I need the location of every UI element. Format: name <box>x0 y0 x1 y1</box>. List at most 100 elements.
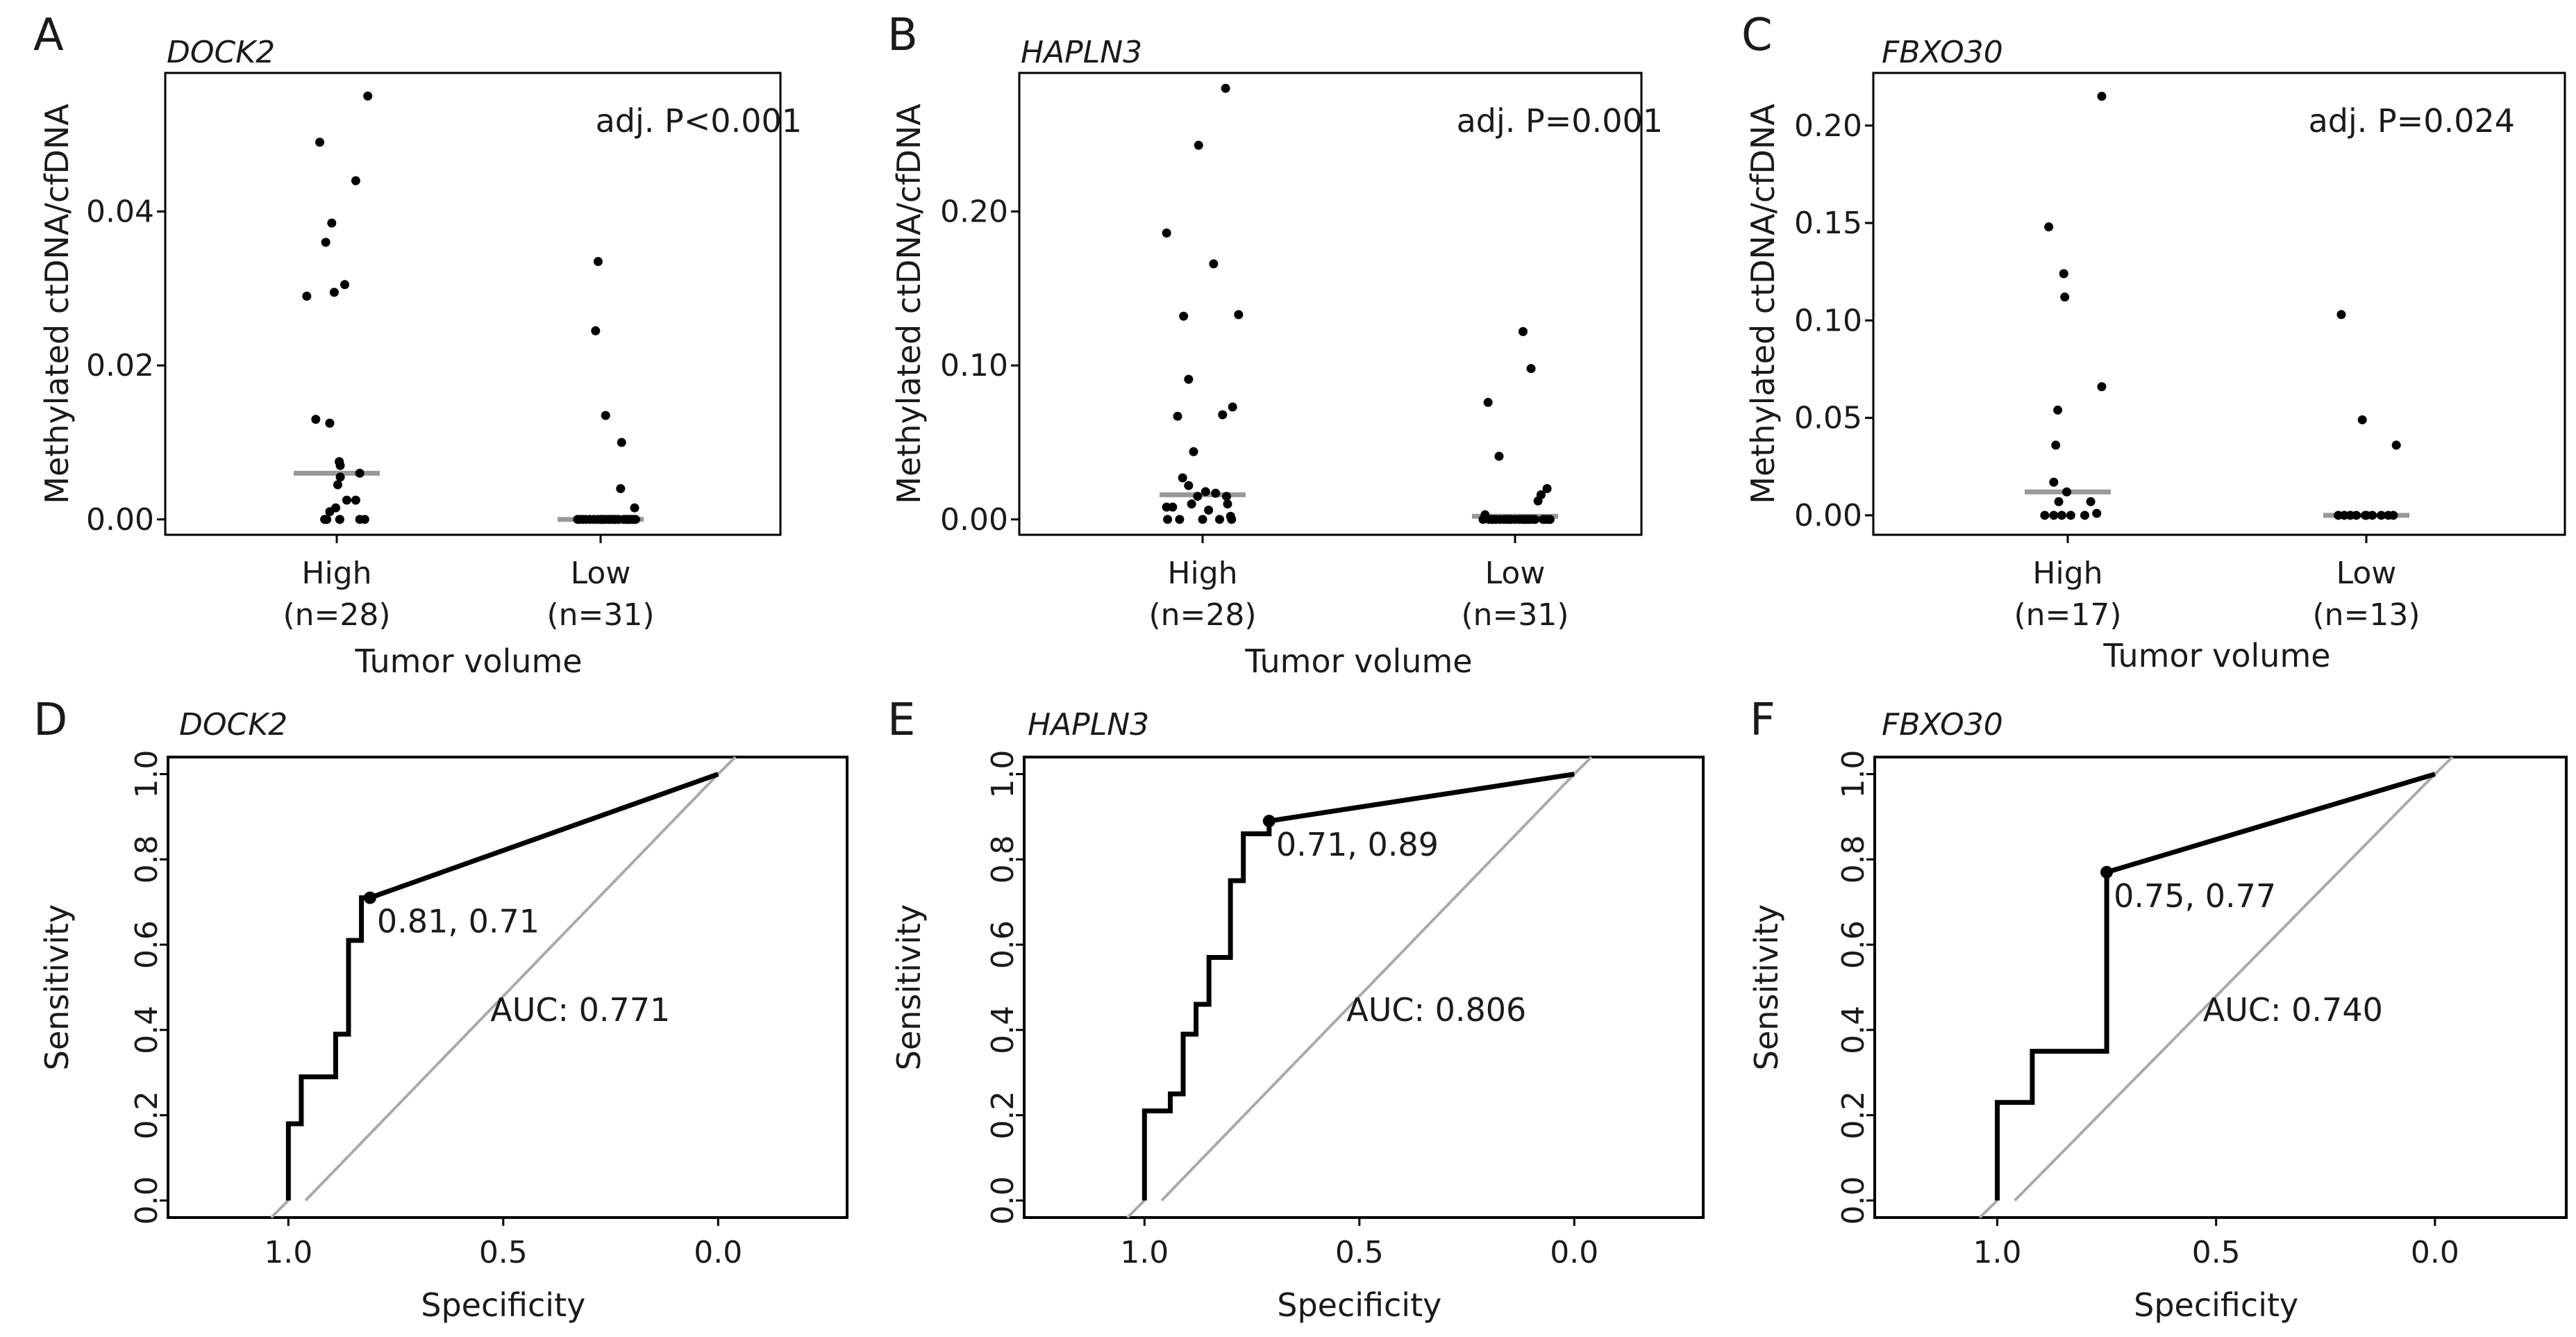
plot-frame <box>164 72 782 536</box>
reference-diagonal-head <box>1573 756 1593 775</box>
gene-title-D: DOCK2 <box>179 707 287 742</box>
data-point <box>2097 382 2107 392</box>
gene-title-A: DOCK2 <box>167 35 275 70</box>
x-tick-label: High <box>2032 556 2102 591</box>
p-value-annotation: adj. P=0.001 <box>1457 102 1663 140</box>
roc-plot-F: 0.0 0.2 0.4 0.6 0.8 1.0 Sensitivity 1.0 0.5 0.0 Sp… <box>1748 750 2568 1324</box>
roc-curve <box>285 772 719 1201</box>
data-point <box>1184 481 1194 490</box>
plot-frame <box>1018 72 1643 536</box>
data-point <box>1526 364 1536 374</box>
data-point <box>1189 447 1198 456</box>
data-point <box>342 495 351 505</box>
roc-curve <box>1141 772 1575 1201</box>
data-point <box>598 515 608 524</box>
roc-curve <box>1995 772 2436 1201</box>
data-point <box>2049 510 2059 520</box>
y-axis-title: Methylated ctDNA/cfDNA <box>890 103 928 504</box>
data-point <box>325 507 335 517</box>
data-point <box>1227 515 1237 524</box>
data-point <box>616 484 626 493</box>
data-point <box>1519 326 1528 336</box>
data-point <box>1222 492 1232 501</box>
reference-diagonal-tail <box>270 1199 290 1219</box>
data-point <box>2391 440 2401 450</box>
y-axis-title: Sensitivity <box>38 904 76 1070</box>
x-tick-label: 0.5 <box>2192 1235 2241 1270</box>
data-point <box>335 460 345 470</box>
x-tick-label: 1.0 <box>1973 1235 2022 1270</box>
y-tick-label: 0.8 <box>129 835 165 883</box>
data-point <box>1178 473 1187 483</box>
group-n-label: (n=31) <box>546 597 654 633</box>
x-axis-title: Specificity <box>2134 1286 2298 1324</box>
data-point <box>1494 451 1504 461</box>
y-axis-title: Methylated ctDNA/cfDNA <box>38 103 76 504</box>
data-point <box>2060 292 2070 302</box>
data-point <box>2053 405 2063 415</box>
data-point <box>335 515 344 524</box>
y-tick-label: 0.00 <box>940 502 1008 538</box>
plot-frame <box>1872 72 2566 536</box>
reference-diagonal <box>1160 773 1575 1202</box>
group-n-label: (n=28) <box>1148 597 1256 633</box>
y-tick-label: 0.05 <box>1794 401 1862 436</box>
data-point <box>601 410 610 420</box>
data-point <box>351 495 360 505</box>
data-point <box>1209 259 1219 269</box>
x-tick-label: High <box>301 556 371 591</box>
y-tick-label: 1.0 <box>129 750 165 799</box>
y-tick-label: 0.0 <box>985 1176 1021 1224</box>
data-point <box>311 415 321 424</box>
x-tick-label: 1.0 <box>264 1235 312 1270</box>
y-tick-label: 0.8 <box>985 835 1021 883</box>
data-point <box>1519 515 1529 524</box>
data-point <box>2092 508 2102 518</box>
group-n-label: (n=31) <box>1461 597 1569 633</box>
reference-diagonal-head <box>2434 756 2454 775</box>
data-point <box>351 176 360 185</box>
y-tick-label: 0.4 <box>129 1006 165 1054</box>
p-value-annotation: adj. P=0.024 <box>2309 102 2515 140</box>
data-point <box>1542 484 1552 493</box>
x-tick-label: 0.0 <box>694 1235 742 1270</box>
data-point <box>2352 510 2361 520</box>
panel-letter-C: C <box>1741 10 1773 61</box>
y-tick-label: 0.02 <box>86 348 154 383</box>
data-point <box>1193 492 1203 501</box>
data-point <box>1204 506 1214 515</box>
data-point <box>355 468 365 478</box>
data-point <box>322 515 332 524</box>
y-tick-label: 0.4 <box>1836 1006 1871 1054</box>
data-point <box>315 138 325 147</box>
data-point <box>585 515 594 524</box>
data-point <box>1179 311 1189 321</box>
x-axis-title: Specificity <box>1277 1286 1441 1324</box>
x-tick-label: Low <box>571 556 631 591</box>
y-tick-label: 0.6 <box>129 920 165 969</box>
data-point <box>2062 487 2072 497</box>
data-point <box>2066 510 2075 520</box>
data-point <box>1504 515 1514 524</box>
data-point <box>1488 515 1498 524</box>
data-point <box>2336 310 2346 319</box>
data-point <box>617 438 626 447</box>
reference-diagonal <box>304 773 719 1202</box>
x-tick-label: 0.0 <box>2411 1235 2459 1270</box>
reference-diagonal <box>2014 773 2436 1202</box>
y-tick-label: 0.00 <box>1794 498 1862 533</box>
data-point <box>2057 510 2066 520</box>
plot-frame <box>167 756 848 1219</box>
y-tick-label: 0.15 <box>1794 206 1862 241</box>
data-point <box>1194 140 1203 150</box>
panel-letter-B: B <box>887 10 918 61</box>
y-tick-label: 0.6 <box>985 920 1021 969</box>
plot-frame <box>1023 756 1705 1219</box>
scatter-plot-B: 0.00 0.10 0.20 Methylated ctDNA/cfDNA High (n… <box>890 72 1663 680</box>
y-tick-label: 0.2 <box>1836 1091 1871 1140</box>
data-point <box>2361 510 2370 520</box>
auc-annotation: AUC: 0.740 <box>2203 991 2383 1029</box>
x-axis-title: Tumor volume <box>354 642 582 680</box>
data-point <box>2357 415 2367 424</box>
